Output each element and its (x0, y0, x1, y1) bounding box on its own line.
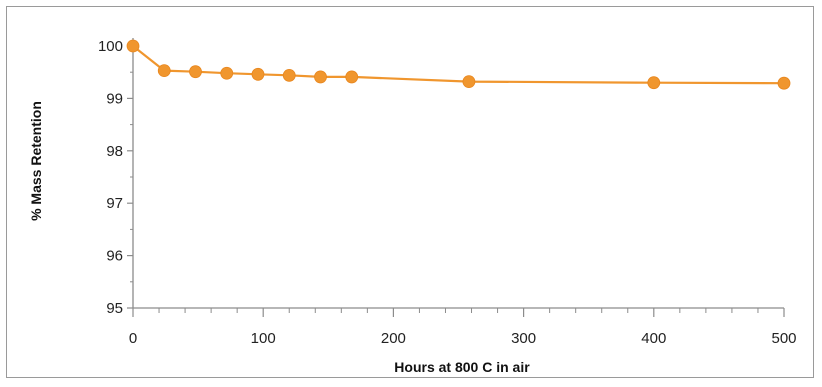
y-tick-label: 95 (106, 300, 123, 317)
y-tick-label: 100 (98, 38, 123, 55)
data-point (189, 65, 202, 79)
data-point (345, 70, 359, 84)
x-tick-label: 400 (641, 330, 666, 347)
y-tick-label: 96 (106, 248, 123, 265)
chart-frame (6, 6, 814, 378)
data-point (777, 76, 791, 90)
data-point (157, 64, 171, 78)
data-point (126, 39, 140, 53)
x-tick-label: 0 (129, 330, 137, 347)
data-point (251, 67, 265, 81)
x-tick-label: 300 (511, 330, 536, 347)
data-point (220, 66, 234, 80)
x-tick-label: 500 (771, 330, 796, 347)
x-axis-title: Hours at 800 C in air (394, 359, 530, 375)
data-series (126, 39, 791, 90)
axes (127, 38, 785, 317)
y-axis-title: % Mass Retention (28, 101, 44, 221)
x-tick-label: 100 (251, 330, 276, 347)
y-tick-label: 97 (106, 195, 123, 212)
data-point (314, 70, 327, 84)
tick-labels: 95 96 97 98 99 100 0 100 200 300 400 500 (98, 38, 797, 347)
y-tick-label: 98 (106, 143, 123, 160)
y-tick-label: 99 (106, 90, 123, 107)
data-point (647, 76, 661, 90)
data-point (282, 68, 296, 82)
x-tick-label: 200 (381, 330, 406, 347)
data-point (462, 75, 476, 89)
